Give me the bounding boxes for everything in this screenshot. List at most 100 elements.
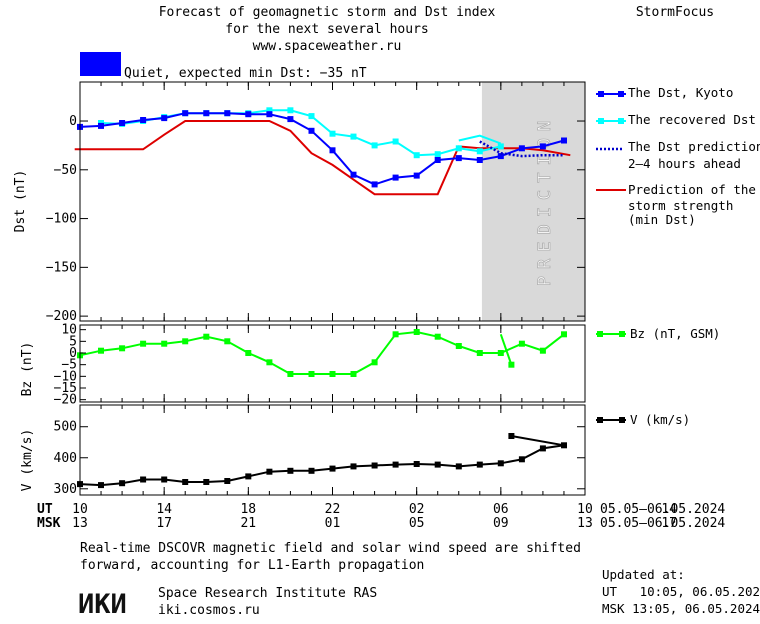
dst-ytick-label: −200	[46, 309, 77, 324]
dst-recovered-point	[308, 113, 315, 120]
bz-point	[182, 338, 189, 345]
dst-kyoto-point	[98, 122, 104, 129]
bz-point	[508, 361, 515, 368]
legend-dst-kyoto-marker	[598, 91, 604, 97]
v-point	[518, 456, 525, 463]
bz-ytick-label: −15	[54, 381, 77, 396]
legend-dst-kyoto: The Dst, Kyoto	[628, 85, 733, 100]
bz-tail	[499, 333, 513, 366]
institute-name: Space Research Institute RAS	[158, 586, 377, 601]
ut-tick-label: 18	[240, 502, 256, 517]
updated-label: Updated at:	[602, 567, 685, 582]
prediction-band-label: PREDICTION	[535, 114, 555, 286]
dst-recovered-point	[350, 133, 357, 140]
dst-legend: The Dst, Kyoto The recovered Dst The Dst…	[596, 85, 760, 227]
v-point	[245, 473, 252, 480]
dst-kyoto-point	[350, 171, 357, 178]
footnote-line1: Real-time DSCOVR magnetic field and sola…	[80, 541, 581, 556]
v-point	[308, 467, 315, 474]
dst-kyoto-point	[287, 116, 294, 123]
v-legend: V (km/s)	[596, 412, 690, 427]
dst-recovered-point	[497, 143, 504, 150]
bz-point	[497, 350, 504, 356]
msk-tick-label: 05	[409, 516, 425, 531]
ut-tick-label: 10	[577, 502, 593, 517]
legend-recovered-marker	[618, 118, 624, 124]
v-point	[287, 467, 294, 474]
legend-v-marker	[597, 417, 603, 423]
bz-point	[539, 347, 546, 354]
dst-ytick-label: −50	[54, 163, 77, 178]
updated-msk: MSK 13:05, 06.05.2024	[602, 601, 760, 616]
chart-title-line2: for the next several hours	[225, 22, 429, 37]
dst-kyoto-point	[329, 147, 336, 154]
bz-point	[329, 371, 336, 377]
legend-storm-1: Prediction of the	[628, 182, 756, 197]
bz-point	[266, 359, 273, 366]
msk-tick-label: 01	[325, 516, 341, 531]
v-point	[329, 465, 336, 472]
status-color-swatch	[80, 52, 121, 76]
legend-dst-prediction: The Dst prediction	[628, 139, 760, 154]
v-point	[182, 479, 189, 485]
dst-kyoto-point	[539, 143, 546, 150]
dst-kyoto-point	[371, 181, 378, 188]
dst-recovered-line	[100, 109, 502, 157]
bz-ytick-label: −10	[54, 369, 77, 384]
dst-recovered-point	[266, 107, 273, 114]
dst-ytick-label: −150	[46, 260, 77, 275]
v-point	[371, 462, 378, 469]
ut-tick-label: 10	[72, 502, 88, 517]
iki-logo: ИКИ	[78, 589, 127, 620]
dst-kyoto-line	[79, 112, 565, 186]
dst-recovered-tail	[458, 134, 502, 145]
dst-recovered-point	[329, 130, 336, 137]
bz-point	[287, 371, 294, 377]
bz-ytick-label: 10	[61, 323, 77, 338]
dst-kyoto-point	[182, 110, 189, 117]
v-point	[266, 468, 273, 475]
dst-kyoto-point	[497, 153, 504, 160]
bz-point	[392, 331, 399, 338]
bz-point	[476, 350, 483, 356]
institute-site: iki.cosmos.ru	[158, 603, 260, 618]
dst-recovered-point	[371, 142, 378, 149]
dst-kyoto-point	[308, 127, 315, 134]
v-point	[497, 460, 504, 467]
bz-point	[140, 340, 147, 347]
legend-dst-recovered: The recovered Dst	[628, 112, 756, 127]
v-ylabel: V (km/s)	[20, 429, 35, 492]
dst-kyoto-point	[140, 117, 147, 123]
bz-point	[371, 359, 378, 366]
msk-date-range: 05.05–06.05.2024	[600, 516, 725, 531]
bz-point	[119, 345, 126, 352]
bz-point	[413, 329, 420, 335]
dst-kyoto-point	[224, 110, 231, 117]
v-point	[539, 445, 546, 452]
dst-kyoto-point	[203, 110, 210, 117]
bz-ylabel: Bz (nT)	[20, 342, 35, 397]
v-frame	[79, 404, 586, 496]
legend-v: V (km/s)	[630, 412, 690, 427]
dst-kyoto-point	[518, 145, 525, 152]
bz-point	[350, 371, 357, 377]
msk-tick-label: 17	[661, 516, 677, 531]
bz-point	[308, 371, 315, 377]
dst-kyoto-point	[455, 155, 462, 162]
v-point	[119, 480, 126, 487]
bz-point	[518, 340, 525, 347]
msk-tick-label: 09	[493, 516, 509, 531]
bz-point	[434, 333, 441, 340]
v-point	[161, 476, 168, 483]
v-point	[203, 479, 210, 485]
bz-point	[98, 347, 104, 354]
msk-tick-label: 13	[577, 516, 593, 531]
ut-tick-label: 14	[156, 502, 172, 517]
v-panel: 500 400 300 V (km/s)	[20, 404, 586, 497]
bz-ytick-label: 0	[69, 346, 77, 361]
msk-tick-label: 13	[72, 516, 88, 531]
chart-url: www.spaceweather.ru	[253, 39, 402, 54]
bz-line	[79, 330, 565, 375]
bz-point	[561, 331, 567, 338]
